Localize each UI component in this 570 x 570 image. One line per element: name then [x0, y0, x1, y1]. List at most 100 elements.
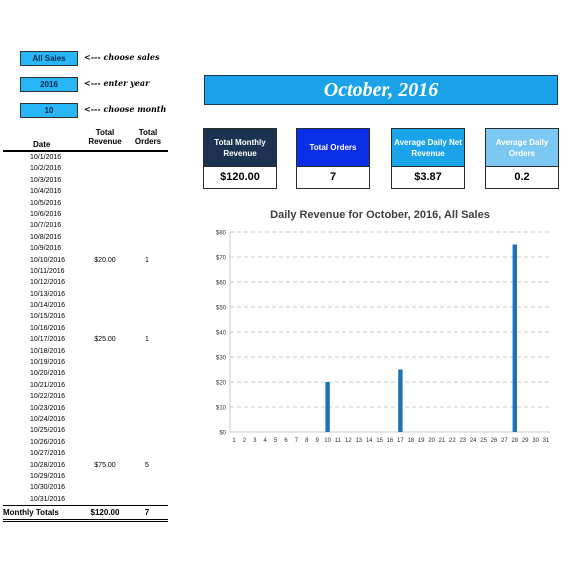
x-tick-label: 31: [543, 438, 550, 444]
table-row: 10/17/2016 $25.00 1: [3, 334, 168, 345]
x-tick-label: 8: [305, 438, 309, 444]
y-tick-label: $0: [219, 431, 226, 437]
kpi-value: 7: [329, 171, 337, 183]
cell-date: 10/25/2016: [30, 427, 66, 435]
x-tick-label: 30: [532, 438, 539, 444]
cell-date: 10/22/2016: [30, 393, 66, 401]
cell-date: 10/4/2016: [30, 188, 62, 196]
table-row: 10/20/2016: [3, 368, 168, 379]
cell-date: 10/31/2016: [30, 495, 66, 503]
cell-orders: 5: [145, 461, 149, 469]
x-tick-label: 3: [253, 438, 257, 444]
kpi-value: 0.2: [514, 171, 530, 183]
table-row: 10/12/2016: [3, 277, 168, 288]
table-header: Date Total Revenue Total Orders: [3, 128, 168, 152]
kpi-average-daily-net-revenue: Average Daily Net Revenue $3.87: [391, 128, 465, 189]
kpi-total-monthly-revenue: Total Monthly Revenue $120.00: [203, 128, 277, 189]
x-tick-label: 20: [428, 438, 435, 444]
cell-orders: 1: [145, 256, 149, 264]
x-tick-label: 14: [366, 438, 373, 444]
table-row: 10/11/2016: [3, 266, 168, 277]
x-tick-label: 25: [480, 438, 487, 444]
month-input[interactable]: 10: [20, 103, 78, 118]
cell-date: 10/23/2016: [30, 404, 66, 412]
daily-sales-table: Date Total Revenue Total Orders 10/1/201…: [3, 128, 168, 523]
cell-date: 10/24/2016: [30, 415, 66, 423]
table-row: 10/31/2016: [3, 494, 168, 505]
x-tick-label: 26: [491, 438, 498, 444]
table-row: 10/16/2016: [3, 323, 168, 334]
kpi-label: Average Daily Orders: [486, 129, 558, 167]
header-total-revenue: Total Revenue: [88, 128, 122, 146]
table-row: 10/30/2016: [3, 482, 168, 493]
x-tick-label: 27: [501, 438, 508, 444]
x-tick-label: 18: [407, 438, 414, 444]
cell-date: 10/21/2016: [30, 381, 66, 389]
cell-date: 10/8/2016: [30, 233, 62, 241]
x-tick-label: 11: [335, 438, 342, 444]
page-title: October, 2016: [204, 75, 558, 105]
y-tick-label: $10: [216, 406, 227, 412]
table-row: 10/21/2016: [3, 380, 168, 391]
cell-date: 10/17/2016: [30, 336, 66, 344]
cell-revenue: $75.00: [94, 461, 116, 469]
x-tick-label: 5: [274, 438, 278, 444]
table-row: 10/1/2016: [3, 152, 168, 163]
cell-date: 10/6/2016: [30, 210, 62, 218]
kpi-value: $120.00: [220, 171, 260, 183]
y-tick-label: $60: [216, 281, 227, 287]
cell-date: 10/29/2016: [30, 472, 66, 480]
kpi-label: Average Daily Net Revenue: [392, 129, 464, 167]
x-tick-label: 24: [470, 438, 477, 444]
kpi-value: $3.87: [414, 171, 442, 183]
y-tick-label: $80: [216, 231, 227, 237]
table-row: 10/18/2016: [3, 346, 168, 357]
cell-date: 10/9/2016: [30, 245, 62, 253]
x-tick-label: 4: [264, 438, 268, 444]
cell-date: 10/7/2016: [30, 222, 62, 230]
bar: [512, 244, 517, 432]
cell-date: 10/2/2016: [30, 165, 62, 173]
table-row: 10/2/2016: [3, 163, 168, 174]
y-tick-label: $70: [216, 256, 227, 262]
daily-revenue-chart: Daily Revenue for October, 2016, All Sal…: [200, 200, 560, 450]
x-tick-label: 19: [418, 438, 425, 444]
cell-date: 10/10/2016: [30, 256, 66, 264]
x-tick-label: 2: [243, 438, 247, 444]
y-tick-label: $40: [216, 331, 227, 337]
header-total-orders: Total Orders: [134, 128, 162, 146]
table-row: 10/5/2016: [3, 198, 168, 209]
x-tick-label: 1: [232, 438, 236, 444]
x-tick-label: 9: [316, 438, 320, 444]
cell-date: 10/20/2016: [30, 370, 66, 378]
table-row: 10/24/2016: [3, 414, 168, 425]
cell-date: 10/1/2016: [30, 154, 62, 161]
cell-date: 10/18/2016: [30, 347, 66, 355]
cell-revenue: $20.00: [94, 256, 116, 264]
table-row: 10/7/2016: [3, 220, 168, 231]
kpi-average-daily-orders: Average Daily Orders 0.2: [485, 128, 559, 189]
table-row: 10/19/2016: [3, 357, 168, 368]
x-tick-label: 6: [284, 438, 288, 444]
x-tick-label: 13: [355, 438, 362, 444]
year-hint: <--- enter year: [84, 78, 150, 88]
bar: [398, 369, 403, 432]
y-tick-label: $30: [216, 356, 227, 362]
kpi-label: Total Monthly Revenue: [204, 129, 276, 167]
table-row: 10/25/2016: [3, 425, 168, 436]
cell-date: 10/26/2016: [30, 438, 66, 446]
x-tick-label: 21: [439, 438, 446, 444]
table-row: 10/15/2016: [3, 311, 168, 322]
cell-date: 10/13/2016: [30, 290, 66, 298]
table-row: 10/14/2016: [3, 300, 168, 311]
cell-orders: 1: [145, 336, 149, 344]
bar: [325, 382, 330, 432]
year-input[interactable]: 2016: [20, 77, 78, 92]
sales-select[interactable]: All Sales: [20, 51, 78, 66]
table-row: 10/8/2016: [3, 232, 168, 243]
cell-date: 10/27/2016: [30, 450, 66, 458]
y-tick-label: $20: [216, 381, 227, 387]
cell-date: 10/15/2016: [30, 313, 66, 321]
cell-date: 10/14/2016: [30, 302, 66, 310]
table-row: 10/29/2016: [3, 471, 168, 482]
